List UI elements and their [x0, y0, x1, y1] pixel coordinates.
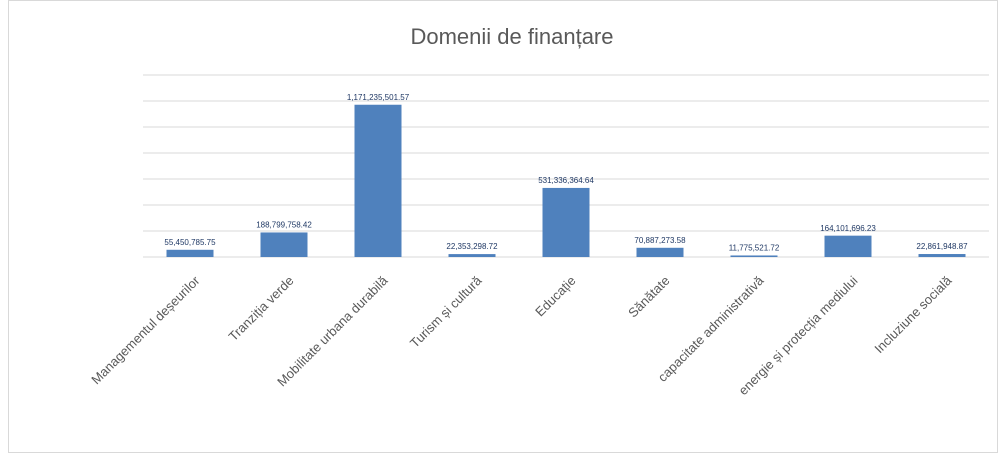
bar [918, 254, 966, 257]
bar [542, 187, 590, 257]
chart-title: Domenii de finanțare [410, 24, 613, 49]
bar [824, 235, 872, 257]
bar [730, 255, 778, 257]
chart-border [8, 0, 998, 453]
value-label: 11,775,521.72 [729, 244, 780, 253]
bar [636, 247, 684, 257]
bar [448, 254, 496, 257]
bar [354, 104, 402, 258]
value-label: 531,336,364.64 [538, 176, 594, 185]
value-label: 22,861,948.87 [916, 242, 968, 251]
value-label: 164,101,696.23 [820, 224, 876, 233]
bar [166, 249, 214, 257]
value-label: 70,887,273.58 [634, 236, 686, 245]
value-label: 1,171,235,501.57 [347, 93, 410, 102]
value-label: 188,799,758.42 [256, 221, 312, 230]
value-label: 55,450,785.75 [164, 238, 216, 247]
bar [260, 232, 308, 257]
value-label: 22,353,298.72 [446, 242, 498, 251]
